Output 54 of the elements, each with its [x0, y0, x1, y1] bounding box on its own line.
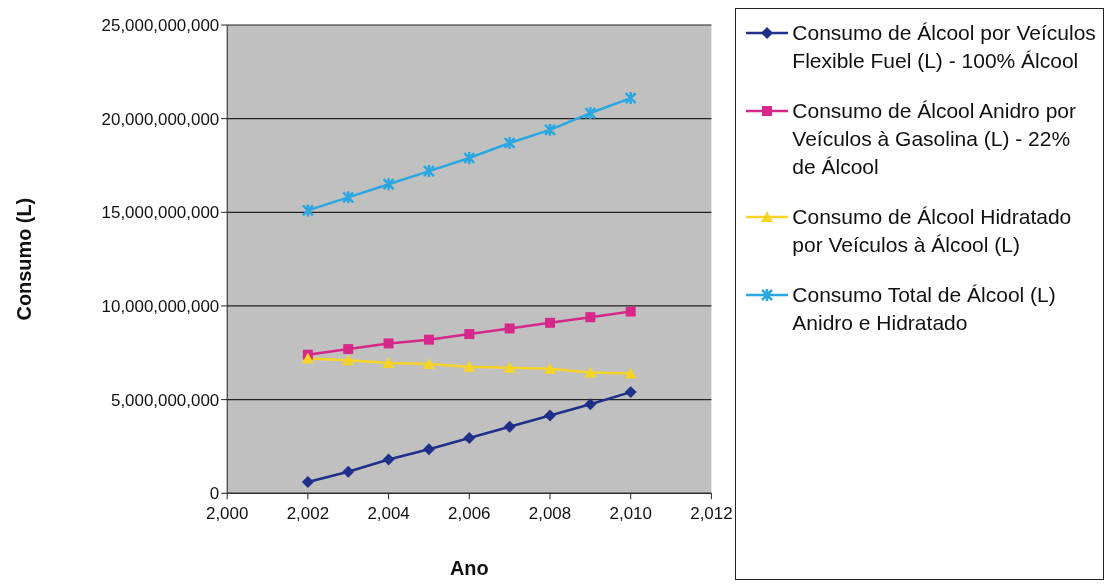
x-tick-label: 2,012 [690, 504, 733, 524]
legend-label: Consumo de Álcool Hidratado por Veículos à Álcool (L) [792, 204, 1073, 258]
x-tick-label: 2,000 [206, 504, 249, 524]
point [301, 203, 315, 218]
point [463, 150, 476, 166]
point [422, 443, 435, 456]
point [585, 312, 596, 323]
point [422, 163, 436, 179]
point [624, 90, 637, 106]
point [544, 409, 556, 422]
point [625, 306, 636, 317]
x-tick-label: 2,002 [286, 504, 330, 524]
legend-label: Consumo de Álcool por Veículos Flexible Fuel (L) - 100% Álcool [792, 20, 1097, 74]
point [543, 122, 557, 138]
point [584, 398, 597, 411]
point [504, 323, 515, 334]
point [342, 465, 355, 478]
point [382, 453, 395, 466]
point [423, 334, 434, 345]
x-tick-label: 2,006 [448, 504, 491, 524]
x-axis-title: Ano [449, 556, 489, 579]
point [342, 190, 355, 205]
point [463, 360, 476, 372]
point [584, 105, 597, 121]
point [584, 366, 597, 378]
point [343, 344, 354, 355]
x-tick-label: 2,010 [609, 504, 652, 524]
point [342, 354, 355, 366]
point [422, 358, 435, 370]
point [624, 367, 637, 379]
point [382, 176, 395, 192]
point [503, 420, 516, 433]
point [503, 361, 516, 373]
y-axis-title: Consumo (L) [13, 197, 36, 321]
x-tick-label: 2,008 [528, 504, 572, 524]
point [503, 135, 516, 151]
y-tick-label: 5,000,000,000 [111, 390, 220, 410]
point [624, 386, 637, 399]
point [301, 476, 314, 489]
point [464, 329, 475, 340]
point [544, 362, 556, 374]
point [382, 357, 395, 369]
y-tick-label: 0 [209, 484, 220, 504]
point [301, 352, 314, 364]
y-tick-label: 25,000,000,000 [101, 16, 220, 36]
y-tick-label: 20,000,000,000 [101, 109, 220, 129]
x-tick-label: 2,004 [367, 504, 410, 524]
point [545, 317, 555, 328]
legend-label: Consumo Total de Álcool (L) Anidro e Hidratado [792, 282, 1057, 336]
y-tick-label: 15,000,000,000 [101, 203, 220, 223]
legend-label: Consumo de Álcool Anidro por Veículos à Gasolina (L) - 22% de Álcool [792, 98, 1077, 180]
y-tick-label: 10,000,000,000 [101, 296, 220, 316]
point [383, 338, 394, 349]
point [463, 432, 476, 444]
